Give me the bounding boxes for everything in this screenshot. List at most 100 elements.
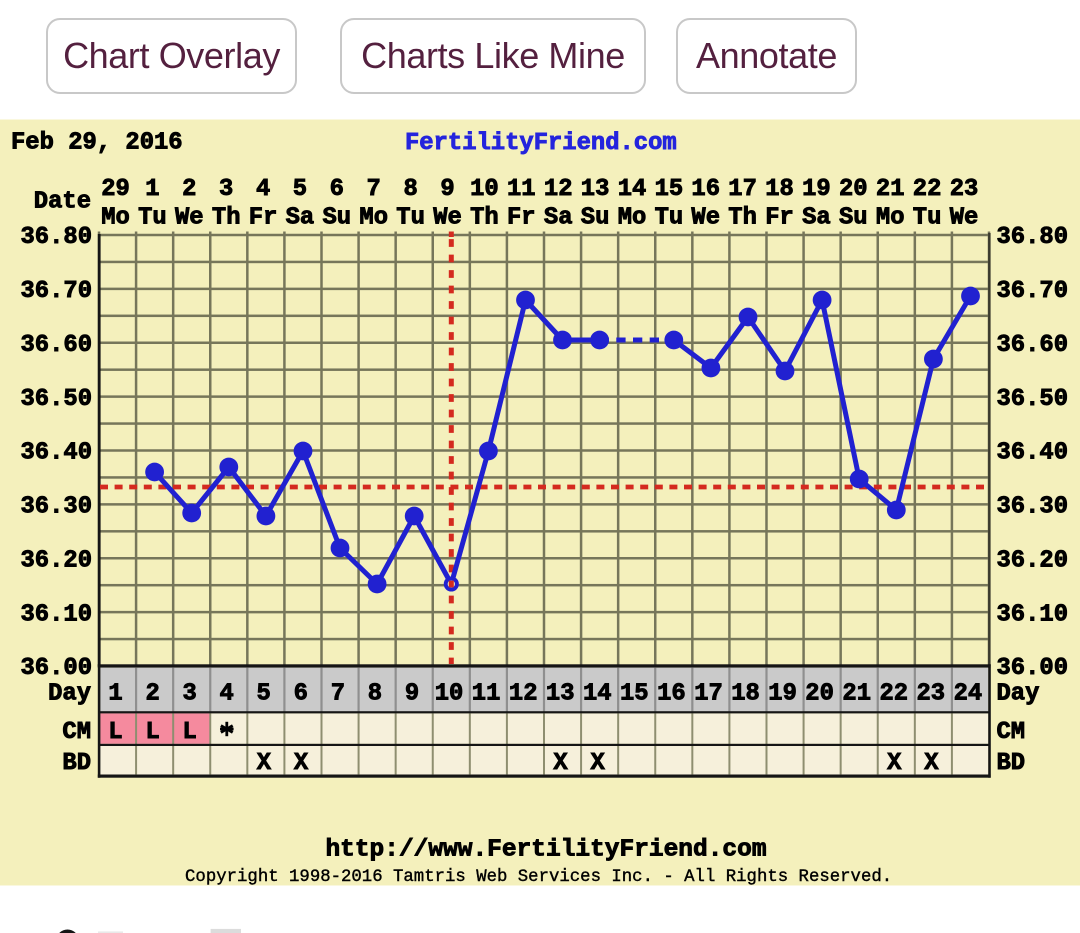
svg-text:L: L — [145, 719, 159, 746]
svg-text:12: 12 — [509, 681, 538, 708]
svg-text:13: 13 — [546, 681, 575, 708]
svg-text:FertilityFriend.com: FertilityFriend.com — [405, 130, 677, 157]
svg-text:36.40: 36.40 — [997, 440, 1069, 467]
svg-text:36.30: 36.30 — [997, 494, 1069, 521]
svg-text:9: 9 — [440, 176, 454, 203]
svg-text:24: 24 — [954, 681, 983, 708]
svg-text:Th: Th — [212, 205, 241, 232]
svg-text:10: 10 — [470, 176, 499, 203]
svg-text:36.00: 36.00 — [997, 655, 1069, 682]
svg-text:BD: BD — [997, 750, 1026, 777]
svg-text:Tu: Tu — [396, 205, 425, 232]
svg-text:4: 4 — [256, 176, 270, 203]
svg-text:8: 8 — [403, 176, 417, 203]
svg-text:X: X — [294, 750, 309, 777]
svg-text:Mo: Mo — [876, 205, 905, 232]
svg-text:21: 21 — [876, 176, 905, 203]
svg-text:Sa: Sa — [802, 205, 831, 232]
svg-text:9: 9 — [405, 681, 419, 708]
svg-text:Mo: Mo — [359, 205, 388, 232]
svg-text:6: 6 — [294, 681, 308, 708]
svg-text:Day: Day — [48, 681, 91, 708]
svg-text:X: X — [257, 750, 272, 777]
svg-text:Mo: Mo — [618, 205, 647, 232]
svg-text:8: 8 — [368, 681, 382, 708]
svg-text:15: 15 — [620, 681, 649, 708]
svg-text:11: 11 — [507, 176, 536, 203]
svg-text:We: We — [950, 205, 979, 232]
svg-text:11: 11 — [472, 681, 501, 708]
svg-text:36.40: 36.40 — [21, 440, 93, 467]
svg-text:CM: CM — [997, 719, 1026, 746]
svg-text:Th: Th — [470, 205, 499, 232]
svg-text:22: 22 — [879, 681, 908, 708]
svg-text:19: 19 — [802, 176, 831, 203]
svg-text:Sa: Sa — [544, 205, 573, 232]
svg-text:29: 29 — [101, 176, 130, 203]
svg-text:Su: Su — [839, 205, 868, 232]
svg-text:20: 20 — [839, 176, 868, 203]
svg-text:19: 19 — [768, 681, 797, 708]
svg-text:6: 6 — [330, 176, 344, 203]
svg-text:36.50: 36.50 — [21, 386, 93, 413]
svg-text:L: L — [108, 719, 122, 746]
svg-text:We: We — [175, 205, 204, 232]
svg-text:36.20: 36.20 — [997, 548, 1069, 575]
svg-text:18: 18 — [731, 681, 760, 708]
svg-text:Date: Date — [34, 189, 91, 216]
svg-text:36.80: 36.80 — [997, 224, 1069, 251]
svg-text:36.30: 36.30 — [21, 494, 93, 521]
svg-text:CM: CM — [62, 719, 91, 746]
svg-text:22: 22 — [913, 176, 942, 203]
svg-text:18: 18 — [765, 176, 794, 203]
svg-text:Tu: Tu — [138, 205, 167, 232]
svg-text:7: 7 — [367, 176, 381, 203]
svg-text:Tu: Tu — [913, 205, 942, 232]
svg-text:1: 1 — [145, 176, 159, 203]
svg-text:13: 13 — [581, 176, 610, 203]
svg-text:14: 14 — [583, 681, 612, 708]
svg-text:X: X — [924, 750, 939, 777]
svg-text:36.70: 36.70 — [21, 278, 93, 305]
svg-text:5: 5 — [257, 681, 271, 708]
svg-text:14: 14 — [618, 176, 647, 203]
svg-text:2: 2 — [182, 176, 196, 203]
svg-text:X: X — [590, 750, 605, 777]
svg-text:http://www.FertilityFriend.com: http://www.FertilityFriend.com — [325, 837, 766, 864]
svg-text:X: X — [887, 750, 902, 777]
svg-text:17: 17 — [694, 681, 723, 708]
svg-text:36.50: 36.50 — [997, 386, 1069, 413]
svg-text:We: We — [691, 205, 720, 232]
svg-text:BD: BD — [62, 750, 91, 777]
svg-text:23: 23 — [916, 681, 945, 708]
svg-text:L: L — [183, 719, 197, 746]
svg-text:36.60: 36.60 — [21, 332, 93, 359]
svg-text:10: 10 — [435, 681, 464, 708]
svg-text:21: 21 — [842, 681, 871, 708]
svg-text:3: 3 — [182, 681, 196, 708]
svg-text:Fr: Fr — [249, 205, 278, 232]
svg-text:Fr: Fr — [765, 205, 794, 232]
svg-text:36.80: 36.80 — [21, 224, 93, 251]
svg-text:3: 3 — [219, 176, 233, 203]
svg-text:4: 4 — [220, 681, 234, 708]
svg-text:We: We — [433, 205, 462, 232]
svg-text:2: 2 — [145, 681, 159, 708]
svg-text:5: 5 — [293, 176, 307, 203]
svg-text:Su: Su — [581, 205, 610, 232]
svg-text:Copyright 1998-2016 Tamtris We: Copyright 1998-2016 Tamtris Web Services… — [185, 868, 892, 887]
svg-text:7: 7 — [331, 681, 345, 708]
svg-text:16: 16 — [657, 681, 686, 708]
svg-text:Sa: Sa — [286, 205, 315, 232]
svg-text:X: X — [553, 750, 568, 777]
svg-text:Day: Day — [997, 681, 1040, 708]
svg-text:17: 17 — [728, 176, 757, 203]
svg-text:Mo: Mo — [101, 205, 130, 232]
svg-text:36.20: 36.20 — [21, 548, 93, 575]
svg-text:15: 15 — [655, 176, 684, 203]
svg-text:Fr: Fr — [507, 205, 536, 232]
svg-text:36.00: 36.00 — [21, 655, 93, 682]
svg-text:Feb 29, 2016: Feb 29, 2016 — [11, 130, 183, 157]
svg-text:Tu: Tu — [655, 205, 684, 232]
svg-text:36.60: 36.60 — [997, 332, 1069, 359]
